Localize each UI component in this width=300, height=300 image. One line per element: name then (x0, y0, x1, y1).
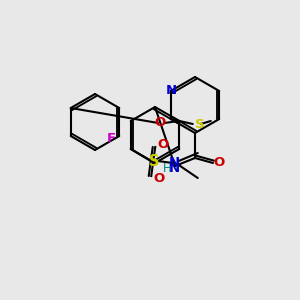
Text: N: N (169, 157, 180, 169)
Text: N: N (166, 83, 177, 97)
Text: O: O (157, 139, 168, 152)
Text: S: S (195, 118, 204, 130)
Text: S: S (148, 154, 159, 169)
Text: O: O (153, 172, 164, 184)
Text: O: O (213, 157, 225, 169)
Text: H: H (163, 161, 171, 175)
Text: F: F (107, 131, 116, 145)
Text: O: O (154, 116, 166, 128)
Text: N: N (168, 163, 180, 176)
